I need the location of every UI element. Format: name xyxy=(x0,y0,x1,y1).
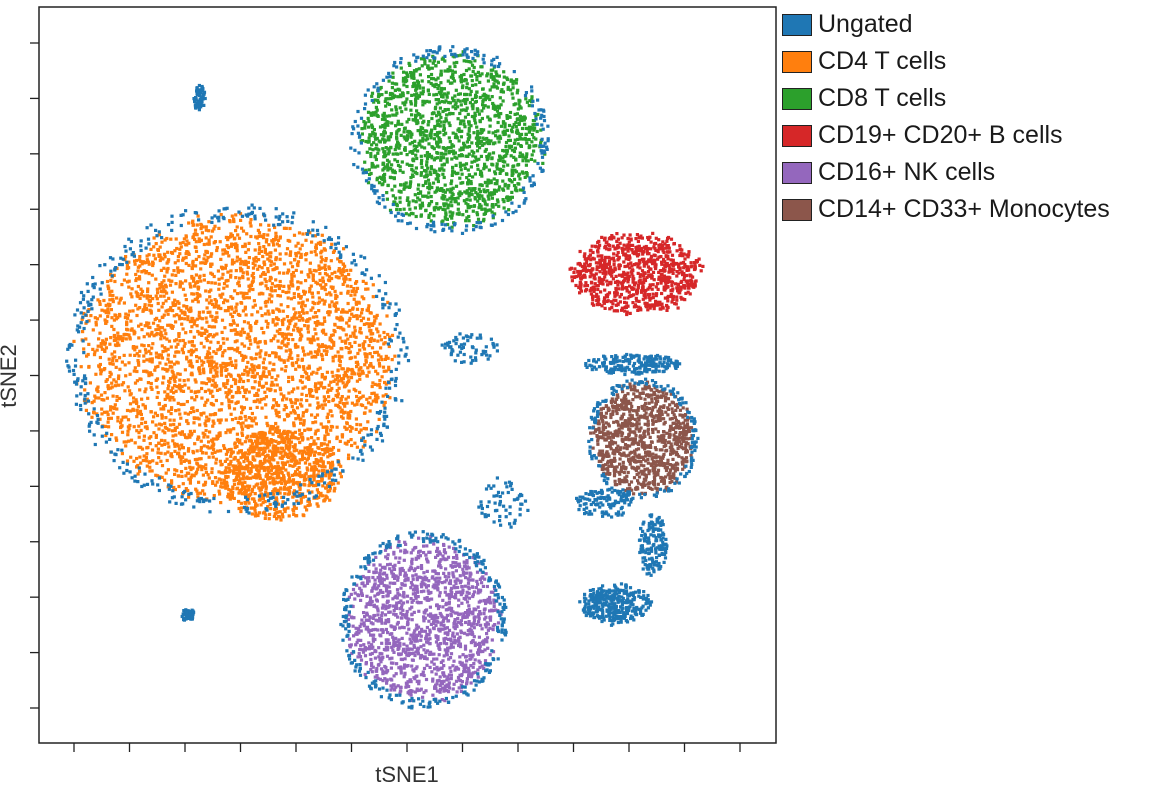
legend: Ungated CD4 T cells CD8 T cells CD19+ CD… xyxy=(782,6,1110,228)
legend-item-monocytes[interactable]: CD14+ CD33+ Monocytes xyxy=(782,191,1110,228)
legend-swatch xyxy=(782,13,812,36)
x-axis-ticks xyxy=(73,743,741,752)
legend-swatch xyxy=(782,161,812,184)
cluster-ungated xyxy=(477,476,530,529)
legend-swatch xyxy=(782,50,812,73)
legend-swatch xyxy=(782,198,812,221)
legend-swatch xyxy=(782,87,812,110)
cluster-ungated xyxy=(192,83,207,112)
cluster-cd16-nk-cells xyxy=(343,534,503,703)
cluster-ungated xyxy=(180,608,196,622)
legend-item-nk-cells[interactable]: CD16+ NK cells xyxy=(782,154,1110,191)
cluster-cd8-t-cells xyxy=(359,50,547,229)
legend-label: Ungated xyxy=(818,10,913,38)
scatter-points xyxy=(65,45,705,710)
cluster-cd4-t-cells xyxy=(219,429,343,522)
legend-label: CD16+ NK cells xyxy=(818,158,996,186)
cluster-ungated xyxy=(440,332,499,365)
cluster-ungated xyxy=(587,377,700,500)
cluster-ungated xyxy=(637,513,669,577)
y-axis-ticks xyxy=(30,42,39,709)
cluster-ungated xyxy=(578,582,654,627)
cluster-ungated xyxy=(339,530,508,710)
legend-item-cd4-t-cells[interactable]: CD4 T cells xyxy=(782,43,1110,80)
legend-item-b-cells[interactable]: CD19+ CD20+ B cells xyxy=(782,117,1110,154)
cluster-cd14-cd33-monocytes xyxy=(589,380,694,496)
cluster-ungated xyxy=(584,352,682,377)
x-axis-label: tSNE1 xyxy=(375,762,439,787)
cluster-ungated xyxy=(349,45,550,235)
legend-label: CD14+ CD33+ Monocytes xyxy=(818,195,1110,223)
cluster-ungated xyxy=(575,486,635,519)
legend-label: CD4 T cells xyxy=(818,47,947,75)
tsne-scatter-plot: tSNE1 tSNE2 xyxy=(0,6,777,787)
legend-label: CD19+ CD20+ B cells xyxy=(818,121,1063,149)
legend-label: CD8 T cells xyxy=(818,84,947,112)
legend-swatch xyxy=(782,124,812,147)
cluster-ungated xyxy=(65,203,411,515)
legend-item-ungated[interactable]: Ungated xyxy=(782,6,1110,43)
cluster-cd19-cd20-b-cells xyxy=(568,231,705,317)
legend-item-cd8-t-cells[interactable]: CD8 T cells xyxy=(782,80,1110,117)
y-axis-label: tSNE2 xyxy=(0,344,21,408)
